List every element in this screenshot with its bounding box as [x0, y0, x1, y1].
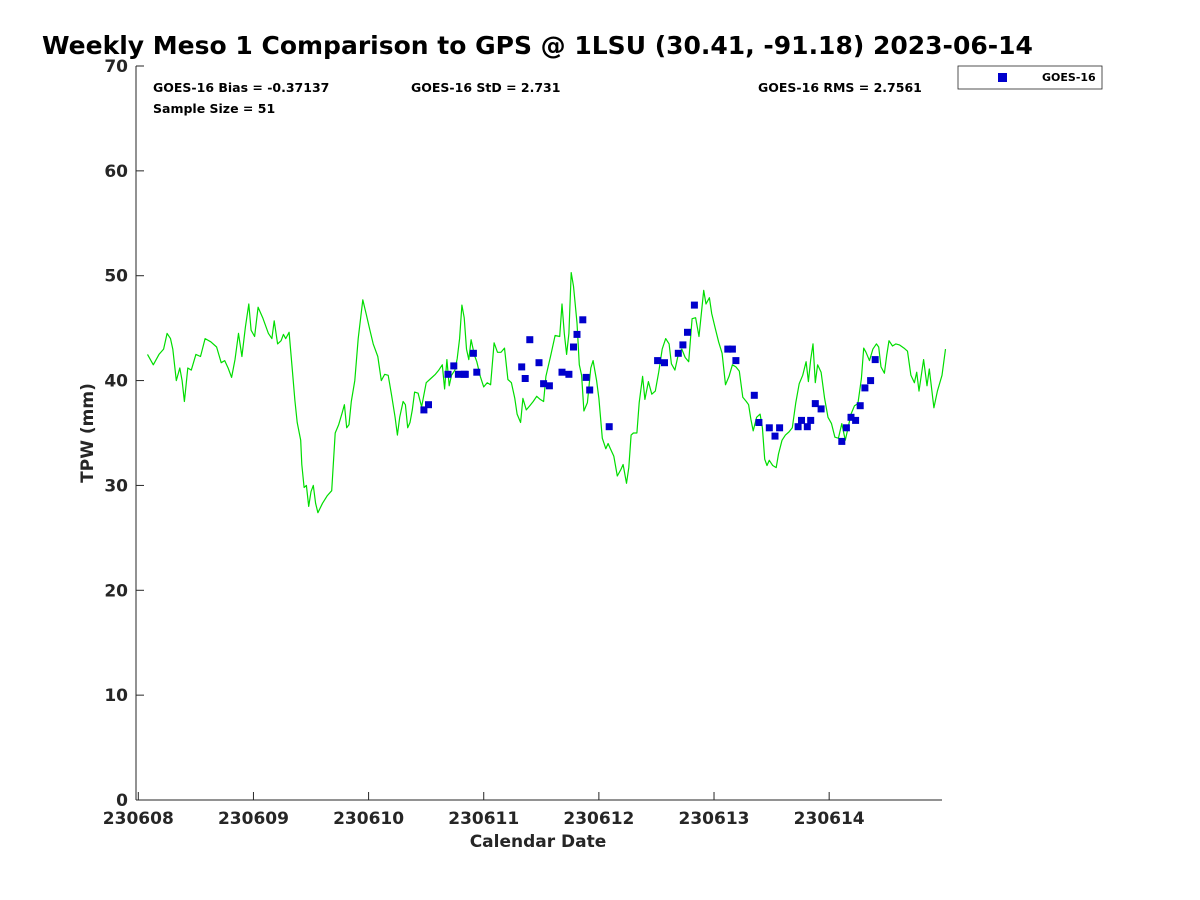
goes16-point [728, 345, 736, 353]
x-tick-label: 230610 [333, 809, 404, 829]
x-tick-label: 230608 [103, 809, 174, 829]
goes16-point [690, 301, 698, 309]
goes16-point [654, 357, 662, 365]
goes16-point [684, 328, 691, 336]
goes16-point [582, 373, 590, 381]
goes16-point [755, 419, 763, 426]
goes16-point [570, 343, 577, 351]
legend-label-goes16: GOES-16 [1042, 71, 1096, 84]
y-axis-ticks: 0 10 20 30 40 50 60 70 [104, 57, 144, 811]
y-tick-label: 60 [104, 162, 128, 182]
plot-area [136, 66, 947, 800]
goes16-point [867, 377, 875, 385]
goes16-point [461, 370, 469, 378]
goes16-point [473, 368, 481, 376]
x-tick-label: 230611 [448, 809, 519, 829]
std-stat: GOES-16 StD = 2.731 [411, 80, 560, 95]
goes16-point [469, 349, 477, 357]
goes16-point [861, 384, 869, 392]
chart-title: Weekly Meso 1 Comparison to GPS @ 1LSU (… [42, 31, 1033, 60]
sample-size-stat: Sample Size = 51 [153, 101, 275, 116]
goes16-point [540, 380, 548, 388]
goes16-point [450, 362, 458, 370]
bias-stat: GOES-16 Bias = -0.37137 [153, 80, 329, 95]
goes16-point [765, 424, 773, 432]
x-axis-label: Calendar Date [470, 832, 607, 852]
gps-series-line [146, 272, 947, 514]
goes16-point [661, 359, 668, 367]
goes16-point [521, 375, 529, 382]
goes16-point [776, 424, 784, 432]
rms-stat: GOES-16 RMS = 2.7561 [758, 80, 922, 95]
goes16-point [838, 437, 846, 445]
goes16-point [732, 357, 740, 365]
goes16-point [771, 432, 779, 440]
goes16-point [573, 330, 581, 338]
axes: 230608 230609 230610 230611 230612 230613 2306… [103, 57, 942, 829]
x-tick-label: 230612 [563, 809, 634, 829]
y-tick-label: 30 [104, 476, 128, 496]
plot-background [136, 66, 942, 800]
goes16-point [794, 423, 802, 431]
goes16-point [724, 345, 732, 353]
legend: GOES-16 [957, 65, 1103, 90]
y-tick-label: 10 [104, 686, 128, 706]
y-tick-label: 20 [104, 581, 128, 601]
goes16-point [526, 336, 534, 344]
x-tick-label: 230609 [218, 809, 289, 829]
legend-box [957, 65, 1103, 90]
goes16-point [807, 416, 815, 424]
goes16-point [518, 363, 526, 371]
goes16-series-points [420, 301, 879, 445]
goes16-point [798, 416, 805, 424]
goes16-point [558, 368, 566, 376]
y-tick-label: 0 [116, 791, 128, 811]
goes16-point [750, 391, 758, 399]
goes16-point [817, 405, 825, 413]
goes16-point [579, 316, 587, 324]
x-tick-label: 230613 [679, 809, 750, 829]
x-tick-label: 230614 [794, 809, 865, 829]
goes16-point [803, 423, 811, 431]
goes16-point [811, 400, 819, 408]
goes16-point [852, 416, 860, 424]
goes16-point [586, 386, 594, 394]
x-axis-ticks: 230608 230609 230610 230611 230612 230613 2306… [103, 792, 865, 829]
y-tick-label: 70 [104, 57, 128, 77]
goes16-point [856, 402, 864, 410]
y-tick-label: 40 [104, 372, 128, 392]
goes16-point [871, 356, 879, 364]
goes16-point [545, 382, 553, 390]
goes16-point [674, 349, 682, 357]
goes16-point [565, 370, 573, 378]
goes16-point [842, 424, 850, 432]
goes16-point [444, 370, 452, 378]
stats-annotations: GOES-16 Bias = -0.37137 GOES-16 StD = 2.… [153, 80, 922, 116]
y-axis-label: TPW (mm) [78, 383, 98, 483]
goes16-point [454, 370, 462, 378]
goes16-point [425, 401, 432, 409]
goes16-point [847, 413, 855, 421]
goes16-point [679, 341, 687, 349]
y-tick-label: 50 [104, 267, 128, 287]
goes16-point [420, 406, 428, 414]
legend-marker-goes16 [998, 73, 1007, 82]
goes16-point [535, 359, 543, 367]
goes16-point [605, 423, 613, 431]
